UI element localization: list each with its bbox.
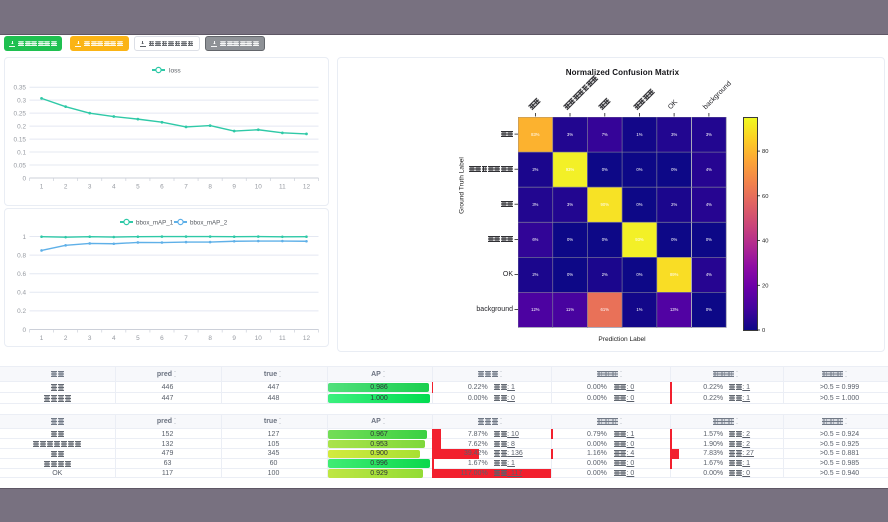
svg-text:0.35: 0.35 <box>14 85 27 92</box>
svg-text:3: 3 <box>88 184 92 191</box>
svg-text:1: 1 <box>22 234 26 241</box>
svg-text:3: 3 <box>88 335 92 342</box>
svg-text:5: 5 <box>136 184 140 191</box>
svg-text:0.8: 0.8 <box>17 252 26 259</box>
svg-text:4: 4 <box>112 335 116 342</box>
svg-text:1: 1 <box>40 184 44 191</box>
svg-text:0: 0 <box>22 327 26 334</box>
svg-text:0.2: 0.2 <box>17 308 26 315</box>
svg-text:2: 2 <box>64 335 68 342</box>
svg-text:11: 11 <box>279 184 286 191</box>
svg-text:bbox_mAP_2: bbox_mAP_2 <box>190 219 228 226</box>
svg-text:0.25: 0.25 <box>14 110 27 117</box>
svg-text:bbox_mAP_1: bbox_mAP_1 <box>136 219 174 226</box>
svg-text:7: 7 <box>184 335 188 342</box>
svg-text:0: 0 <box>22 175 26 182</box>
svg-text:40: 40 <box>762 239 768 245</box>
svg-text:8: 8 <box>208 184 212 191</box>
svg-text:0.3: 0.3 <box>17 97 26 104</box>
svg-text:10: 10 <box>255 335 263 342</box>
svg-text:8: 8 <box>208 335 212 342</box>
svg-text:4: 4 <box>112 184 116 191</box>
svg-text:0.2: 0.2 <box>17 123 26 130</box>
svg-text:12: 12 <box>303 335 311 342</box>
svg-text:9: 9 <box>232 335 236 342</box>
svg-text:12: 12 <box>303 184 311 191</box>
svg-text:1: 1 <box>40 335 44 342</box>
svg-text:loss: loss <box>169 68 181 75</box>
svg-text:20: 20 <box>762 283 768 289</box>
svg-text:5: 5 <box>136 335 140 342</box>
svg-text:6: 6 <box>160 335 164 342</box>
svg-text:7: 7 <box>184 184 188 191</box>
svg-text:80: 80 <box>762 149 768 155</box>
svg-text:2: 2 <box>64 184 68 191</box>
svg-text:0: 0 <box>762 328 765 334</box>
svg-text:0.1: 0.1 <box>17 149 26 156</box>
svg-text:6: 6 <box>160 184 164 191</box>
svg-text:10: 10 <box>255 184 263 191</box>
svg-text:0.6: 0.6 <box>17 271 26 278</box>
svg-text:0.4: 0.4 <box>17 290 26 297</box>
svg-text:0.15: 0.15 <box>14 136 27 143</box>
svg-text:0.05: 0.05 <box>14 162 27 169</box>
svg-text:11: 11 <box>279 335 286 342</box>
svg-text:9: 9 <box>232 184 236 191</box>
svg-text:60: 60 <box>762 194 768 200</box>
